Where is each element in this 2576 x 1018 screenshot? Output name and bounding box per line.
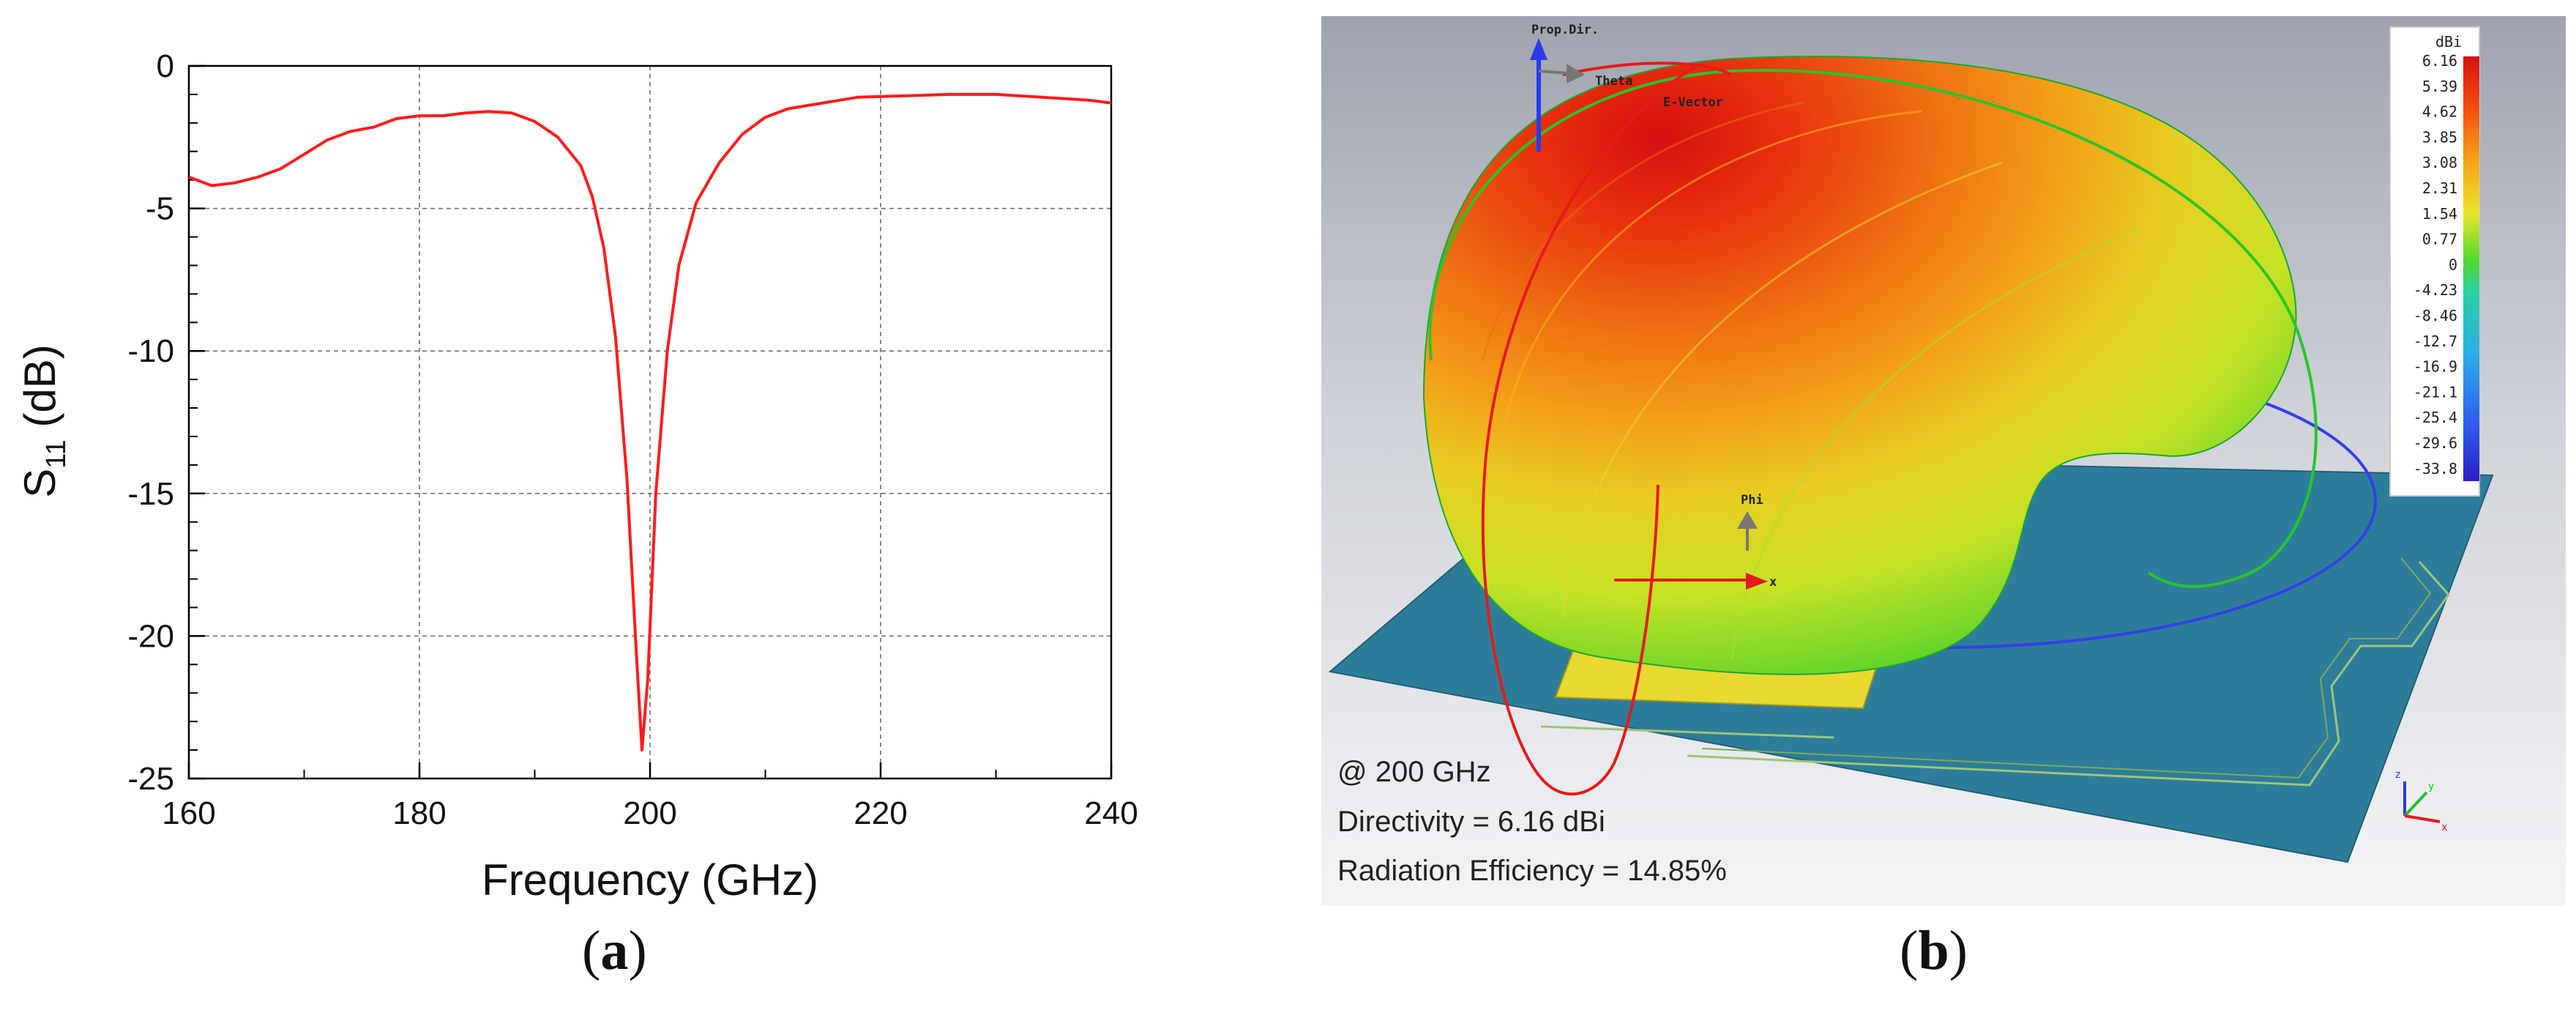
svg-text:y: y — [2428, 781, 2434, 792]
s11-chart: 160 180 200 220 240 0 -5 -10 -15 -20 -25 Frequenc… — [15, 48, 1138, 904]
svg-text:z: z — [2395, 769, 2400, 781]
theta-label: Theta — [1595, 74, 1632, 89]
colorbar-tick-label: 3.85 — [2422, 128, 2457, 146]
colorbar-tick-label: 4.62 — [2422, 103, 2457, 121]
dome-contour — [1561, 161, 2003, 617]
prop-dir-arrowhead-icon — [1530, 38, 1548, 60]
colorbar-tick-label: 6.16 — [2422, 52, 2457, 70]
svg-text:x: x — [2441, 822, 2447, 833]
panel-b-caption-letter: b — [1918, 920, 1949, 981]
e-vector-label: E-Vector — [1663, 95, 1723, 110]
x-tick-label: 160 — [162, 795, 215, 831]
feed-line — [1540, 561, 2450, 787]
phi-label: Phi — [1741, 493, 1763, 508]
y-axis-label-sub: 11 — [41, 439, 72, 468]
colorbar-tick-label: -33.8 — [2413, 460, 2457, 478]
colorbar-tick-label: 5.39 — [2422, 78, 2457, 95]
colorbar-tick-label: 3.08 — [2422, 154, 2457, 171]
dome-contour — [1503, 110, 1922, 427]
s11-series-line — [188, 92, 1112, 752]
y-tick-label: -5 — [146, 191, 174, 227]
colorbar: dBi 6.16 5.39 4.62 3.85 3.08 2.31 1.54 0.77 0 -4.… — [2389, 26, 2480, 497]
colorbar-tick-label: 0.77 — [2422, 231, 2457, 248]
x-tick-label: 240 — [1084, 795, 1138, 831]
colorbar-unit: dBi — [2435, 33, 2462, 51]
colorbar-gradient — [2463, 56, 2479, 481]
panel-a-caption-letter: a — [600, 920, 629, 981]
x-tick-label: 220 — [854, 795, 907, 831]
colorbar-tick-label: 0 — [2449, 256, 2457, 273]
colorbar-tick-label: -16.9 — [2413, 358, 2457, 376]
panel-b-caption: (b) — [1900, 920, 1968, 981]
x-arrowhead-icon — [1746, 573, 1768, 590]
y-axis-label-unit: (dB) — [15, 344, 64, 427]
annotation-directivity: Directivity = 6.16 dBi — [1337, 806, 1605, 838]
x-tick-labels: 160 180 200 220 240 — [162, 795, 1138, 831]
e-vector-circle — [1481, 62, 1732, 796]
colorbar-tick-label: -4.23 — [2413, 281, 2457, 299]
y-tick-label: -20 — [127, 618, 174, 654]
x-axis-label: Frequency (GHz) — [482, 855, 818, 904]
colorbar-tick-label: -29.6 — [2413, 434, 2457, 452]
phi-arrowhead-icon — [1737, 511, 1758, 529]
colorbar-labels: 6.16 5.39 4.62 3.85 3.08 2.31 1.54 0.77 0 -4.23 -8… — [2413, 52, 2457, 478]
panel-b: Prop.Dir. Theta E-Vector Phi x dBi 6.16 5… — [1321, 16, 2566, 906]
y-axis-label: S11 (dB) — [15, 344, 72, 498]
y-tick-label: 0 — [157, 48, 174, 84]
colorbar-tick-label: -25.4 — [2413, 409, 2457, 426]
x-tick-label: 200 — [623, 795, 676, 831]
theta-arrowhead-icon — [1567, 64, 1585, 83]
prop-dir-label: Prop.Dir. — [1531, 23, 1599, 37]
x-label: x — [1769, 575, 1777, 590]
y-tick-label: -15 — [127, 476, 174, 512]
coordinate-triad-icon: z y x — [2395, 769, 2447, 833]
y-tick-labels: 0 -5 -10 -15 -20 -25 — [127, 48, 174, 797]
colorbar-tick-label: -12.7 — [2413, 332, 2457, 350]
colorbar-tick-label: 2.31 — [2422, 179, 2457, 197]
radiation-dome — [1422, 56, 2297, 675]
theta-arrow — [1538, 70, 1569, 75]
colorbar-tick-label: -8.46 — [2413, 307, 2457, 324]
panel-a: 160 180 200 220 240 0 -5 -10 -15 -20 -25 Frequenc… — [0, 0, 1171, 1014]
annotation-efficiency: Radiation Efficiency = 14.85% — [1337, 855, 1727, 887]
y-axis-label-main: S — [15, 469, 64, 498]
feed-line-outline — [1701, 557, 2432, 779]
radiation-pattern-scene: Prop.Dir. Theta E-Vector Phi x dBi 6.16 5… — [1321, 16, 2566, 906]
y-tick-label: -25 — [127, 761, 174, 797]
y-tick-label: -10 — [127, 333, 174, 369]
grid-layer — [189, 66, 1111, 779]
panel-a-caption: (a) — [582, 920, 647, 981]
colorbar-tick-label: -21.1 — [2413, 383, 2457, 401]
dome-contour — [1481, 101, 1805, 361]
annotation-frequency: @ 200 GHz — [1337, 756, 1491, 788]
x-tick-label: 180 — [392, 795, 446, 831]
colorbar-tick-label: 1.54 — [2422, 205, 2457, 223]
theta-circle — [1428, 69, 2318, 588]
